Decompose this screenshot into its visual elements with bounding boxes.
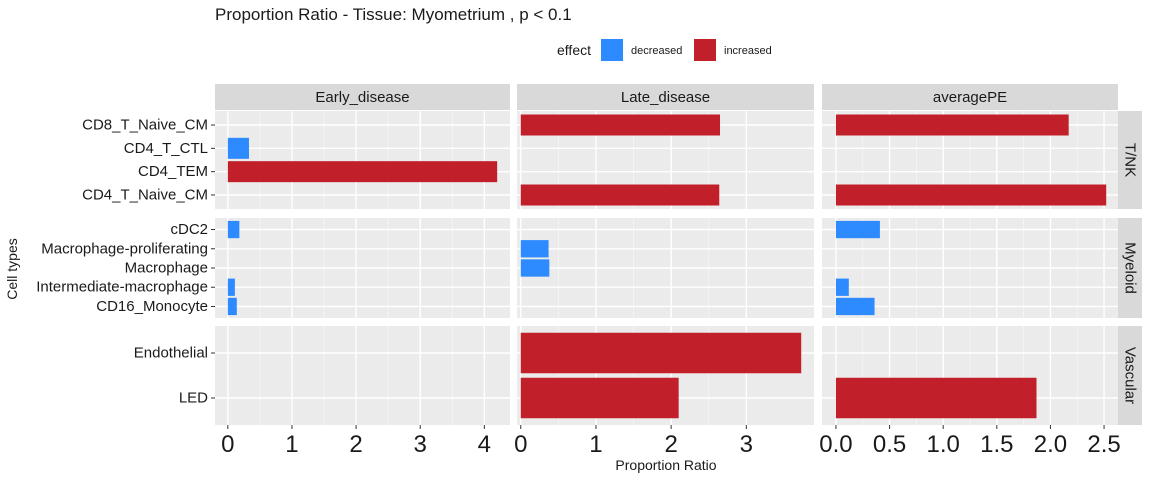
bar-late-disease-endothelial: [520, 332, 802, 374]
bar-late-disease-cd4-t-naive-cm: [520, 184, 720, 206]
bar-averagepe-cdc2: [835, 220, 880, 239]
column-strip-averagepe: [822, 84, 1118, 110]
x-tick-label-early-disease: 0: [221, 431, 234, 458]
y-tick-label-cd8-t-naive-cm: CD8_T_Naive_CM: [82, 117, 208, 134]
bar-late-disease-macrophage: [520, 259, 550, 277]
bar-late-disease-macrophage-proliferating: [520, 240, 549, 258]
x-tick-label-averagepe: 2.0: [1034, 431, 1067, 458]
row-strip-label-myeloid: Myeloid: [1122, 242, 1139, 294]
y-tick-label-macrophage-proliferating: Macrophage-proliferating: [41, 240, 208, 257]
bar-averagepe-cd4-t-naive-cm: [835, 184, 1107, 206]
bar-averagepe-cd8-t-naive-cm: [835, 114, 1069, 136]
y-tick-label-cdc2: cDC2: [170, 221, 208, 238]
y-tick-label-endothelial: Endothelial: [134, 345, 208, 362]
bar-averagepe-intermediate-macrophage: [835, 278, 849, 296]
legend-key-decreased: [601, 39, 623, 61]
x-tick-label-late-disease: 1: [589, 431, 602, 458]
panel-myeloid-early-disease: [215, 218, 510, 318]
panel-vascular-late-disease: [517, 326, 814, 425]
panel-background: [215, 111, 510, 209]
y-tick-label-macrophage: Macrophage: [125, 260, 208, 277]
legend-label-increased: increased: [724, 45, 772, 57]
legend: effect decreased increased: [557, 39, 772, 61]
row-strip-myeloid: [1118, 218, 1142, 318]
row-strip-t-nk: [1118, 111, 1142, 209]
legend-label-decreased: decreased: [631, 45, 682, 57]
column-strip-label-early-disease: Early_disease: [315, 89, 409, 106]
legend-title: effect: [557, 42, 591, 58]
column-strip-early-disease: [215, 84, 510, 110]
panel-myeloid-averagepe: [822, 218, 1118, 318]
x-tick-label-late-disease: 2: [664, 431, 677, 458]
legend-key-increased: [694, 39, 716, 61]
x-tick-label-averagepe: 0.0: [819, 431, 852, 458]
bar-late-disease-cd8-t-naive-cm: [520, 114, 721, 136]
bar-averagepe-cd16-monocyte: [835, 297, 875, 316]
x-tick-label-early-disease: 4: [478, 431, 491, 458]
panel-t-nk-late-disease: [517, 111, 814, 209]
x-tick-label-early-disease: 3: [414, 431, 427, 458]
bar-early-disease-intermediate-macrophage: [227, 278, 235, 296]
y-tick-label-cd16-monocyte: CD16_Monocyte: [96, 298, 208, 315]
bar-early-disease-cd16-monocyte: [227, 297, 237, 316]
bar-early-disease-cd4-t-ctl: [227, 137, 249, 159]
bar-late-disease-led: [520, 377, 679, 419]
panel-vascular-early-disease: [215, 326, 510, 425]
x-tick-label-averagepe: 1.5: [980, 431, 1013, 458]
bar-early-disease-cdc2: [227, 220, 240, 239]
x-tick-label-averagepe: 2.5: [1087, 431, 1120, 458]
y-tick-label-intermediate-macrophage: Intermediate-macrophage: [36, 279, 208, 296]
x-tick-label-early-disease: 1: [285, 431, 298, 458]
row-strip-vascular: [1118, 326, 1142, 425]
row-strip-label-t-nk: T/NK: [1122, 143, 1139, 177]
y-tick-label-cd4-t-ctl: CD4_T_CTL: [124, 140, 208, 157]
bar-early-disease-cd4-tem: [227, 161, 498, 183]
x-tick-label-averagepe: 0.5: [873, 431, 906, 458]
x-axis-label: Proportion Ratio: [615, 457, 716, 473]
x-tick-label-late-disease: 0: [514, 431, 527, 458]
y-tick-label-cd4-t-naive-cm: CD4_T_Naive_CM: [82, 187, 208, 204]
bar-averagepe-led: [835, 377, 1037, 419]
panel-background: [215, 326, 510, 425]
y-tick-label-cd4-tem: CD4_TEM: [138, 163, 208, 180]
column-strip-label-late-disease: Late_disease: [621, 89, 710, 106]
y-tick-label-led: LED: [179, 390, 208, 407]
x-tick-label-late-disease: 3: [740, 431, 753, 458]
panel-myeloid-late-disease: [517, 218, 814, 318]
row-strip-label-vascular: Vascular: [1122, 347, 1139, 404]
x-tick-label-early-disease: 2: [349, 431, 362, 458]
x-tick-label-averagepe: 1.0: [927, 431, 960, 458]
column-strip-label-averagepe: averagePE: [933, 89, 1007, 106]
panel-t-nk-early-disease: [215, 111, 510, 209]
y-axis-label: Cell types: [4, 238, 20, 299]
chart-title: Proportion Ratio - Tissue: Myometrium , …: [215, 5, 572, 24]
column-strip-late-disease: [517, 84, 814, 110]
panel-vascular-averagepe: [822, 326, 1118, 425]
panel-t-nk-averagepe: [822, 111, 1118, 209]
